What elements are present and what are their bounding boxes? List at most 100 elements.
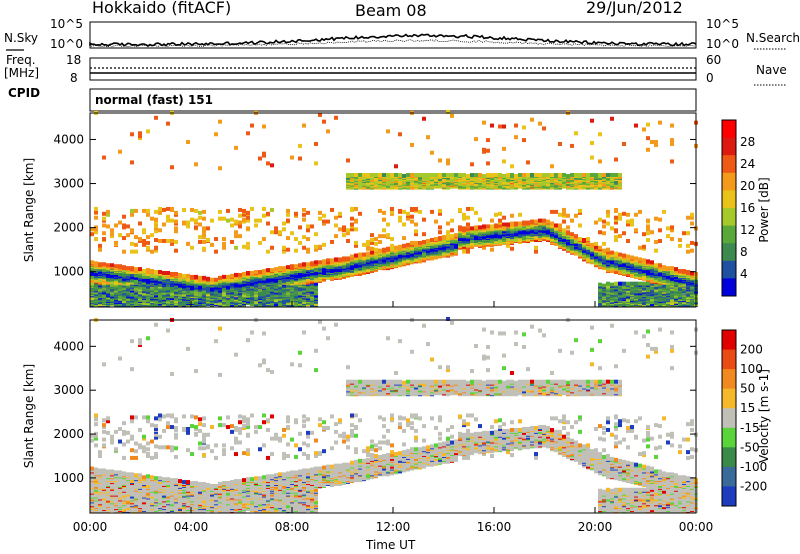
data-cell: [350, 206, 354, 211]
data-cell: [314, 281, 318, 286]
data-cell: [282, 249, 286, 254]
data-cell: [386, 173, 390, 178]
data-cell: [270, 207, 274, 212]
data-cell: [130, 212, 134, 217]
data-cell: [610, 173, 614, 178]
data-cell: [298, 240, 302, 245]
data-cell: [538, 218, 542, 223]
data-cell: [198, 239, 202, 244]
data-cell: [306, 237, 310, 242]
data-cell: [346, 238, 350, 243]
data-cell: [438, 208, 442, 213]
data-cell: [222, 292, 226, 297]
data-cell: [202, 275, 206, 280]
data-cell: [406, 242, 410, 247]
data-cell: [206, 238, 210, 243]
data-cell: [326, 258, 330, 263]
data-cell: [158, 206, 162, 211]
data-cell: [578, 173, 582, 178]
data-cell: [202, 239, 206, 244]
data-cell: [614, 235, 618, 240]
data-cell: [390, 237, 394, 242]
data-cell: [342, 233, 346, 238]
data-cell: [566, 230, 570, 235]
data-cell: [538, 121, 542, 126]
data-cell: [130, 132, 134, 137]
data-cell: [590, 242, 594, 247]
data-cell: [562, 228, 566, 233]
data-cell: [542, 126, 546, 131]
data-cell: [482, 224, 486, 229]
data-cell: [154, 220, 158, 225]
data-cell: [238, 220, 242, 225]
data-cell: [298, 143, 302, 148]
data-cell: [434, 237, 438, 242]
data-cell: [414, 246, 418, 251]
data-cell: [318, 260, 322, 265]
data-cell: [190, 274, 194, 279]
data-cell: [622, 253, 626, 258]
data-cell: [410, 142, 414, 147]
data-cell: [246, 241, 250, 246]
data-cell: [362, 252, 366, 257]
data-cell: [602, 219, 606, 224]
data-cell: [466, 215, 470, 220]
data-cell: [470, 173, 474, 178]
data-cell: [618, 281, 622, 286]
data-cell: [626, 281, 630, 286]
data-cell: [594, 220, 598, 225]
data-cell: [498, 173, 502, 178]
data-cell: [358, 173, 362, 178]
data-cell: [598, 217, 602, 222]
data-cell: [242, 212, 246, 217]
data-cell: [558, 212, 562, 217]
data-cell: [134, 208, 138, 213]
data-cell: [526, 160, 530, 165]
data-cell: [486, 138, 490, 143]
data-cell: [642, 258, 646, 263]
data-cell: [182, 302, 186, 307]
data-cell: [414, 232, 418, 237]
data-cell: [118, 149, 122, 154]
data-cell: [226, 208, 230, 213]
data-cell: [174, 239, 178, 244]
data-cell: [270, 268, 274, 273]
data-cell: [570, 173, 574, 178]
data-cell: [154, 115, 158, 120]
data-cell: [442, 235, 446, 240]
data-cell: [262, 269, 266, 274]
data-cell: [402, 222, 406, 227]
data-cell: [402, 236, 406, 241]
data-cell: [158, 210, 162, 215]
data-cell: [286, 247, 290, 252]
data-cell: [342, 225, 346, 230]
data-cell: [162, 270, 166, 275]
data-cell: [534, 219, 538, 224]
data-cell: [222, 216, 226, 221]
data-cell: [590, 141, 594, 146]
data-cell: [490, 224, 494, 229]
data-cell: [446, 173, 450, 178]
data-cell: [474, 137, 478, 142]
data-cell: [266, 161, 270, 166]
data-cell: [438, 230, 442, 235]
data-cell: [190, 217, 194, 222]
data-cell: [406, 216, 410, 221]
data-cell: [498, 218, 502, 223]
data-cell: [482, 173, 486, 178]
data-cell: [118, 264, 122, 269]
data-cell: [542, 173, 546, 178]
data-cell: [474, 225, 478, 230]
data-cell: [146, 129, 150, 134]
data-cell: [406, 173, 410, 178]
data-cell: [198, 222, 202, 227]
data-cell: [614, 251, 618, 256]
data-cell: [102, 216, 106, 221]
data-cell: [374, 173, 378, 178]
data-cell: [522, 220, 526, 225]
data-cell: [174, 226, 178, 231]
data-cell: [310, 261, 314, 266]
data-cell: [318, 216, 322, 221]
data-cell: [410, 240, 414, 245]
data-cell: [94, 230, 98, 235]
